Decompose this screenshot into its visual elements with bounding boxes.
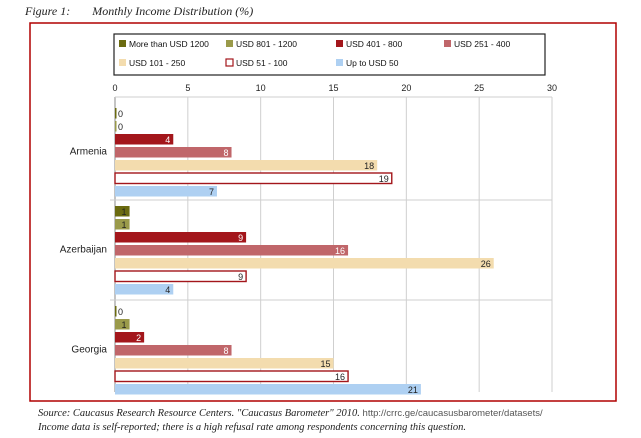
data-label: 19	[379, 174, 389, 184]
bar	[114, 270, 247, 283]
grid-layer	[110, 96, 553, 392]
x-tick-label: 30	[547, 83, 557, 93]
legend-swatch	[226, 40, 233, 47]
data-label: 21	[408, 385, 418, 395]
data-label: 15	[320, 359, 330, 369]
data-label: 1	[122, 220, 127, 230]
legend-swatch	[336, 40, 343, 47]
data-label: 8	[224, 346, 229, 356]
legend-swatch	[119, 40, 126, 47]
source-url[interactable]: http://crrc.ge/caucasusbarometer/dataset…	[362, 408, 543, 419]
data-label: 9	[238, 233, 243, 243]
legend-label: USD 51 - 100	[236, 58, 288, 68]
source-note: Source: Caucasus Research Resource Cente…	[38, 407, 543, 435]
bar	[115, 108, 117, 119]
legend-swatch	[119, 59, 126, 66]
data-label: 8	[224, 148, 229, 158]
bar	[114, 172, 393, 185]
bar	[115, 345, 232, 356]
bar	[115, 245, 349, 256]
bar	[115, 219, 130, 230]
bar	[115, 121, 117, 132]
category-label: Armenia	[70, 147, 108, 158]
labels-layer: 0 5 10 15 20 25 30004818197Armenia119162694Aze…	[60, 83, 557, 395]
x-tick-label: 0	[112, 83, 117, 93]
legend-label: USD 251 - 400	[454, 39, 510, 49]
source-disclaimer: Income data is self-reported; there is a…	[38, 422, 467, 433]
bar	[115, 258, 494, 269]
bar	[115, 232, 247, 243]
x-tick-label: 5	[185, 83, 190, 93]
data-label: 0	[118, 307, 123, 317]
bar	[115, 206, 130, 217]
bar	[115, 147, 232, 158]
bar	[115, 319, 130, 330]
legend-swatch	[444, 40, 451, 47]
bar	[115, 358, 334, 369]
data-label: 26	[481, 259, 491, 269]
x-tick-label: 25	[474, 83, 484, 93]
bar	[115, 306, 117, 317]
data-label: 0	[118, 109, 123, 119]
data-label: 16	[335, 372, 345, 382]
data-label: 16	[335, 246, 345, 256]
legend-swatch	[225, 58, 234, 67]
data-label: 1	[122, 207, 127, 217]
figure-caption: Figure 1: Monthly Income Distribution (%)	[25, 4, 253, 19]
legend-label: USD 401 - 800	[346, 39, 402, 49]
bar	[115, 284, 174, 295]
legend-label: Up to USD 50	[346, 58, 399, 68]
bar	[115, 186, 217, 197]
data-label: 1	[122, 320, 127, 330]
bar	[115, 384, 421, 395]
legend-label: More than USD 1200	[129, 39, 209, 49]
legend-label: USD 801 - 1200	[236, 39, 297, 49]
category-label: Georgia	[71, 345, 107, 356]
legend-swatch	[336, 59, 343, 66]
x-tick-label: 20	[401, 83, 411, 93]
legend-box	[113, 33, 546, 76]
data-label: 9	[238, 272, 243, 282]
bar	[115, 134, 174, 145]
source-text: Source: Caucasus Research Resource Cente…	[38, 408, 360, 419]
bar	[115, 332, 145, 343]
x-tick-label: 15	[328, 83, 338, 93]
legend-label: USD 101 - 250	[129, 58, 185, 68]
data-label: 0	[118, 122, 123, 132]
category-label: Azerbaijan	[60, 245, 107, 256]
data-label: 7	[209, 187, 214, 197]
figure-label: Figure 1:	[25, 4, 71, 18]
x-tick-label: 10	[256, 83, 266, 93]
bar	[115, 160, 378, 171]
bar	[114, 370, 349, 383]
data-label: 18	[364, 161, 374, 171]
bars-layer	[114, 108, 494, 395]
figure-title: Monthly Income Distribution (%)	[92, 4, 254, 18]
data-label: 4	[165, 285, 170, 295]
data-label: 2	[136, 333, 141, 343]
legend: More than USD 1200 USD 801 - 1200 USD 401 …	[113, 33, 546, 76]
data-label: 4	[165, 135, 170, 145]
